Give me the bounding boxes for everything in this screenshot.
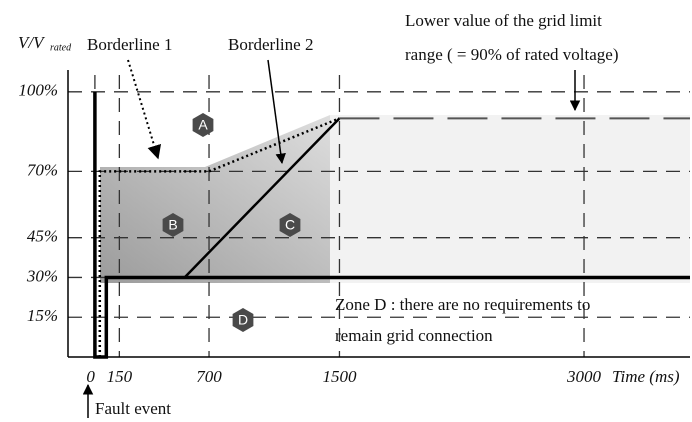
- zone-badge: [279, 213, 301, 237]
- arrow: [127, 59, 162, 160]
- zone-label: D: [238, 312, 248, 328]
- zone-badge: [192, 113, 214, 137]
- zone-light-area: [330, 115, 690, 283]
- zone-badge: [162, 213, 184, 237]
- zone-b-area: [100, 115, 330, 283]
- annotation: Lower value of the grid limit: [405, 11, 602, 30]
- zone-shading: [68, 75, 690, 357]
- borderline-2-label: Borderline 2: [228, 35, 313, 54]
- annotation: range ( = 90% of rated voltage): [405, 45, 619, 64]
- arrow: [267, 59, 286, 165]
- series-line: [98, 117, 340, 357]
- annotation: Fault event: [95, 399, 171, 418]
- y-tick-label: 45%: [27, 227, 58, 246]
- x-tick-label: 1500: [322, 367, 357, 386]
- borderline-1-label: Borderline 1: [87, 35, 172, 54]
- y-tick-label: 70%: [27, 160, 58, 179]
- zone-label: C: [285, 217, 295, 233]
- y-axis-label-sub: rated: [50, 42, 72, 53]
- x-tick-label: 700: [196, 367, 222, 386]
- x-tick-label: 0: [86, 367, 95, 386]
- y-axis-label: V/V: [18, 33, 46, 52]
- series-line: [93, 91, 690, 359]
- zone-label: A: [198, 117, 208, 133]
- x-tick-label: 150: [107, 367, 133, 386]
- y-tick-label: 30%: [26, 266, 58, 285]
- zone-badge: [232, 308, 254, 332]
- annotation: remain grid connection: [335, 326, 493, 345]
- x-axis-label: Time (ms): [612, 367, 680, 386]
- zone-label: B: [168, 217, 177, 233]
- x-tick-label: 3000: [566, 367, 602, 386]
- y-tick-label: 15%: [27, 306, 58, 325]
- y-tick-label: 100%: [18, 81, 58, 100]
- annotation: Zone D : there are no requirements to: [335, 295, 590, 314]
